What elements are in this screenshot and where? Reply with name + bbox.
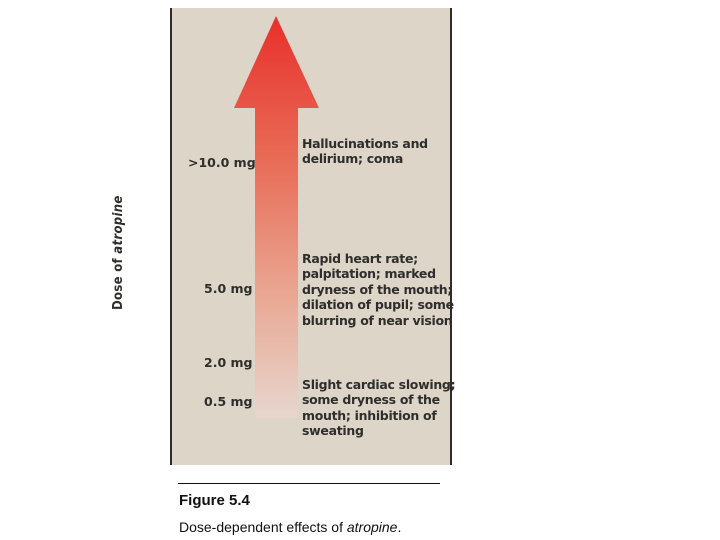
dose-label-2mg: 2.0 mg [204, 355, 253, 370]
effect-line: blurring of near vision [302, 312, 453, 328]
dose-label-10mg: >10.0 mg [188, 155, 256, 170]
diagram-panel [170, 8, 452, 465]
caption-divider [178, 483, 440, 484]
dose-label-5mg: 5.0 mg [204, 281, 253, 296]
effect-line: Slight cardiac slowing; [302, 377, 456, 392]
effect-low-dose: Slight cardiac slowing; some dryness of … [302, 377, 462, 439]
effect-high-dose: Hallucinations and delirium; coma [302, 136, 462, 167]
effect-line: palpitation; marked [302, 266, 436, 282]
effect-line: dilation of pupil; some [302, 297, 454, 313]
figure-title: Figure 5.4 [179, 492, 250, 509]
effect-medium-dose: Rapid heart rate; palpitation; marked dr… [302, 251, 462, 328]
dose-arrow-shape [234, 16, 319, 418]
effect-line: Rapid heart rate; [302, 251, 418, 266]
effect-line: mouth; inhibition of [302, 407, 437, 423]
axis-label-prefix: Dose of [111, 253, 126, 310]
effect-line: some dryness of the [302, 392, 440, 408]
figure-caption: Dose-dependent effects of atropine. [179, 519, 401, 535]
effect-line: sweating [302, 423, 364, 439]
effect-line: Hallucinations and [302, 136, 428, 151]
caption-suffix: . [397, 519, 402, 535]
axis-label-drug: atropine [111, 195, 126, 254]
axis-label: Dose of atropine [111, 195, 126, 310]
effect-line: dryness of the mouth; [302, 281, 453, 297]
caption-drug: atropine [346, 519, 398, 535]
effect-line: delirium; coma [302, 151, 403, 167]
caption-prefix: Dose-dependent effects of [179, 519, 347, 535]
dose-label-05mg: 0.5 mg [204, 394, 253, 409]
